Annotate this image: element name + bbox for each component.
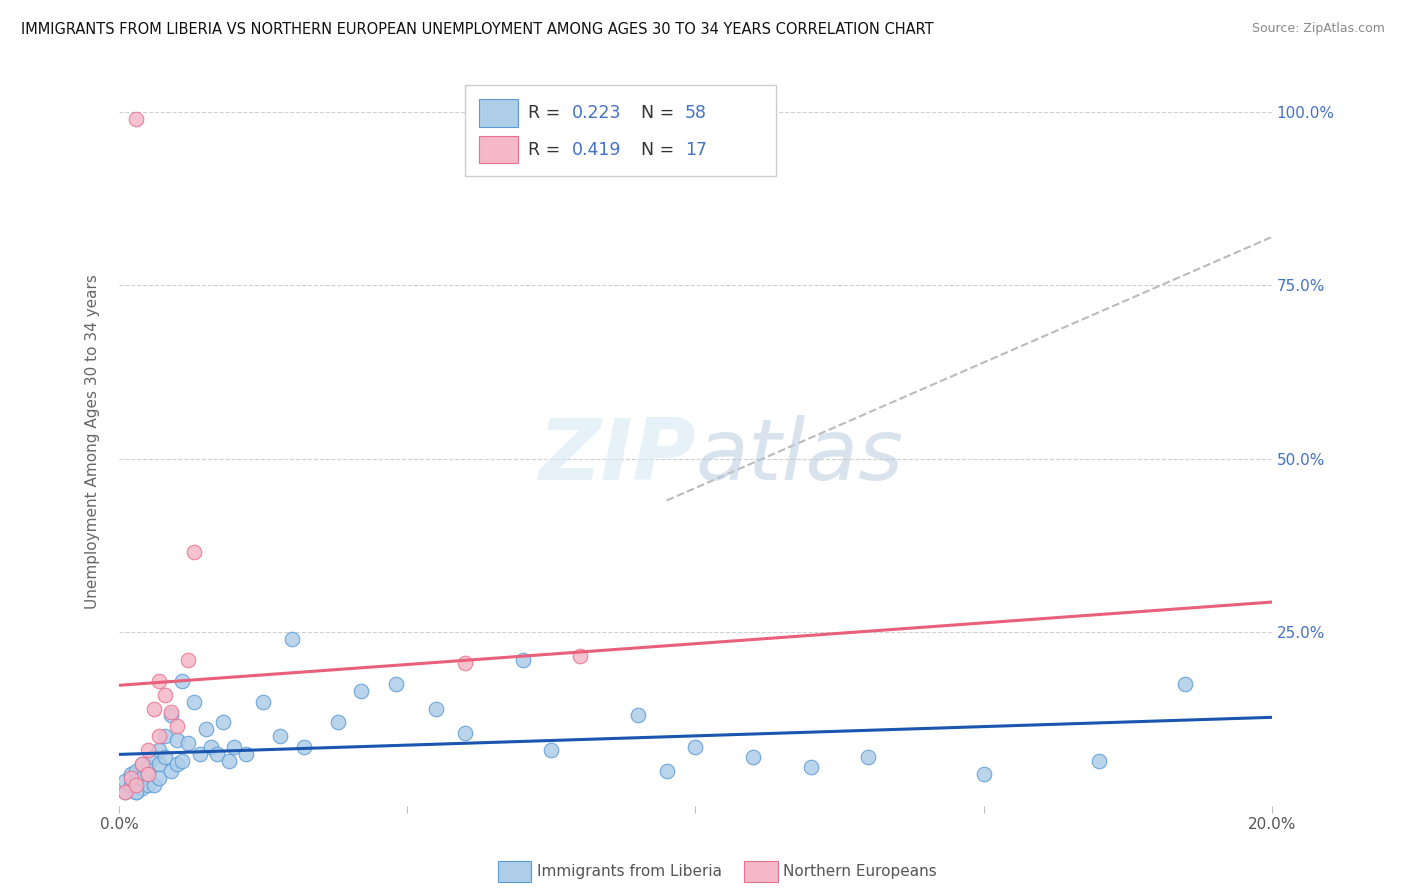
Text: IMMIGRANTS FROM LIBERIA VS NORTHERN EUROPEAN UNEMPLOYMENT AMONG AGES 30 TO 34 YE: IMMIGRANTS FROM LIBERIA VS NORTHERN EURO… <box>21 22 934 37</box>
Point <box>211 715 233 730</box>
Text: ZIP: ZIP <box>538 415 696 498</box>
Point <box>160 708 183 723</box>
Point <box>183 545 205 559</box>
Text: Northern Europeans: Northern Europeans <box>783 864 936 879</box>
Point <box>252 695 274 709</box>
Point <box>269 729 291 743</box>
Point <box>194 723 217 737</box>
Point <box>166 756 188 771</box>
Point <box>350 684 373 698</box>
Point <box>148 673 170 688</box>
Point <box>858 750 880 764</box>
Point <box>136 778 159 792</box>
FancyBboxPatch shape <box>478 136 517 163</box>
Point <box>120 767 142 781</box>
Point <box>114 774 136 789</box>
Point <box>205 747 228 761</box>
Point <box>454 726 477 740</box>
Point <box>218 754 240 768</box>
Point <box>148 743 170 757</box>
Point <box>292 739 315 754</box>
Point <box>136 743 159 757</box>
Point <box>177 736 200 750</box>
Point <box>120 771 142 785</box>
Point <box>384 677 406 691</box>
Text: 58: 58 <box>685 104 707 122</box>
Point <box>148 756 170 771</box>
Point <box>172 754 194 768</box>
Point <box>131 771 153 785</box>
Point <box>685 739 707 754</box>
Point <box>627 708 650 723</box>
Point <box>166 719 188 733</box>
Point <box>425 701 447 715</box>
Point <box>973 767 995 781</box>
FancyBboxPatch shape <box>465 85 776 176</box>
Text: N =: N = <box>641 104 681 122</box>
Text: R =: R = <box>529 141 567 159</box>
Point <box>160 764 183 778</box>
Point <box>153 729 176 743</box>
Point <box>326 715 349 730</box>
Point <box>512 653 534 667</box>
Text: R =: R = <box>529 104 567 122</box>
Point <box>131 781 153 796</box>
Point <box>235 747 257 761</box>
Point <box>125 785 148 799</box>
Y-axis label: Unemployment Among Ages 30 to 34 years: Unemployment Among Ages 30 to 34 years <box>86 274 100 609</box>
Point <box>188 747 211 761</box>
Point <box>160 705 183 719</box>
Point <box>142 750 165 764</box>
Point <box>1088 754 1111 768</box>
Text: 0.419: 0.419 <box>572 141 621 159</box>
Point <box>125 112 148 126</box>
Point <box>742 750 765 764</box>
Point <box>1174 677 1197 691</box>
Text: 0.223: 0.223 <box>572 104 621 122</box>
Point <box>153 750 176 764</box>
Point <box>136 767 159 781</box>
Point <box>655 764 678 778</box>
Point <box>125 778 148 792</box>
Point <box>177 653 200 667</box>
Point <box>120 781 142 796</box>
Point <box>200 739 222 754</box>
Point <box>120 778 142 792</box>
Text: Source: ZipAtlas.com: Source: ZipAtlas.com <box>1251 22 1385 36</box>
Point <box>454 657 477 671</box>
Text: 17: 17 <box>685 141 707 159</box>
Point <box>131 756 153 771</box>
Point <box>142 778 165 792</box>
FancyBboxPatch shape <box>478 99 517 127</box>
Point <box>540 743 562 757</box>
Point <box>183 695 205 709</box>
Point <box>136 760 159 774</box>
Point <box>148 729 170 743</box>
Text: atlas: atlas <box>696 415 904 498</box>
Point <box>142 701 165 715</box>
Point <box>281 632 304 647</box>
Point <box>172 673 194 688</box>
Point <box>131 756 153 771</box>
Point <box>114 785 136 799</box>
Point <box>148 771 170 785</box>
Point <box>166 732 188 747</box>
Point <box>569 649 592 664</box>
Point <box>125 785 148 799</box>
Point <box>114 785 136 799</box>
Point <box>800 760 823 774</box>
Point <box>125 764 148 778</box>
Text: N =: N = <box>641 141 681 159</box>
Point <box>136 767 159 781</box>
Text: Immigrants from Liberia: Immigrants from Liberia <box>537 864 723 879</box>
Point <box>125 774 148 789</box>
Point <box>153 688 176 702</box>
Point <box>224 739 246 754</box>
